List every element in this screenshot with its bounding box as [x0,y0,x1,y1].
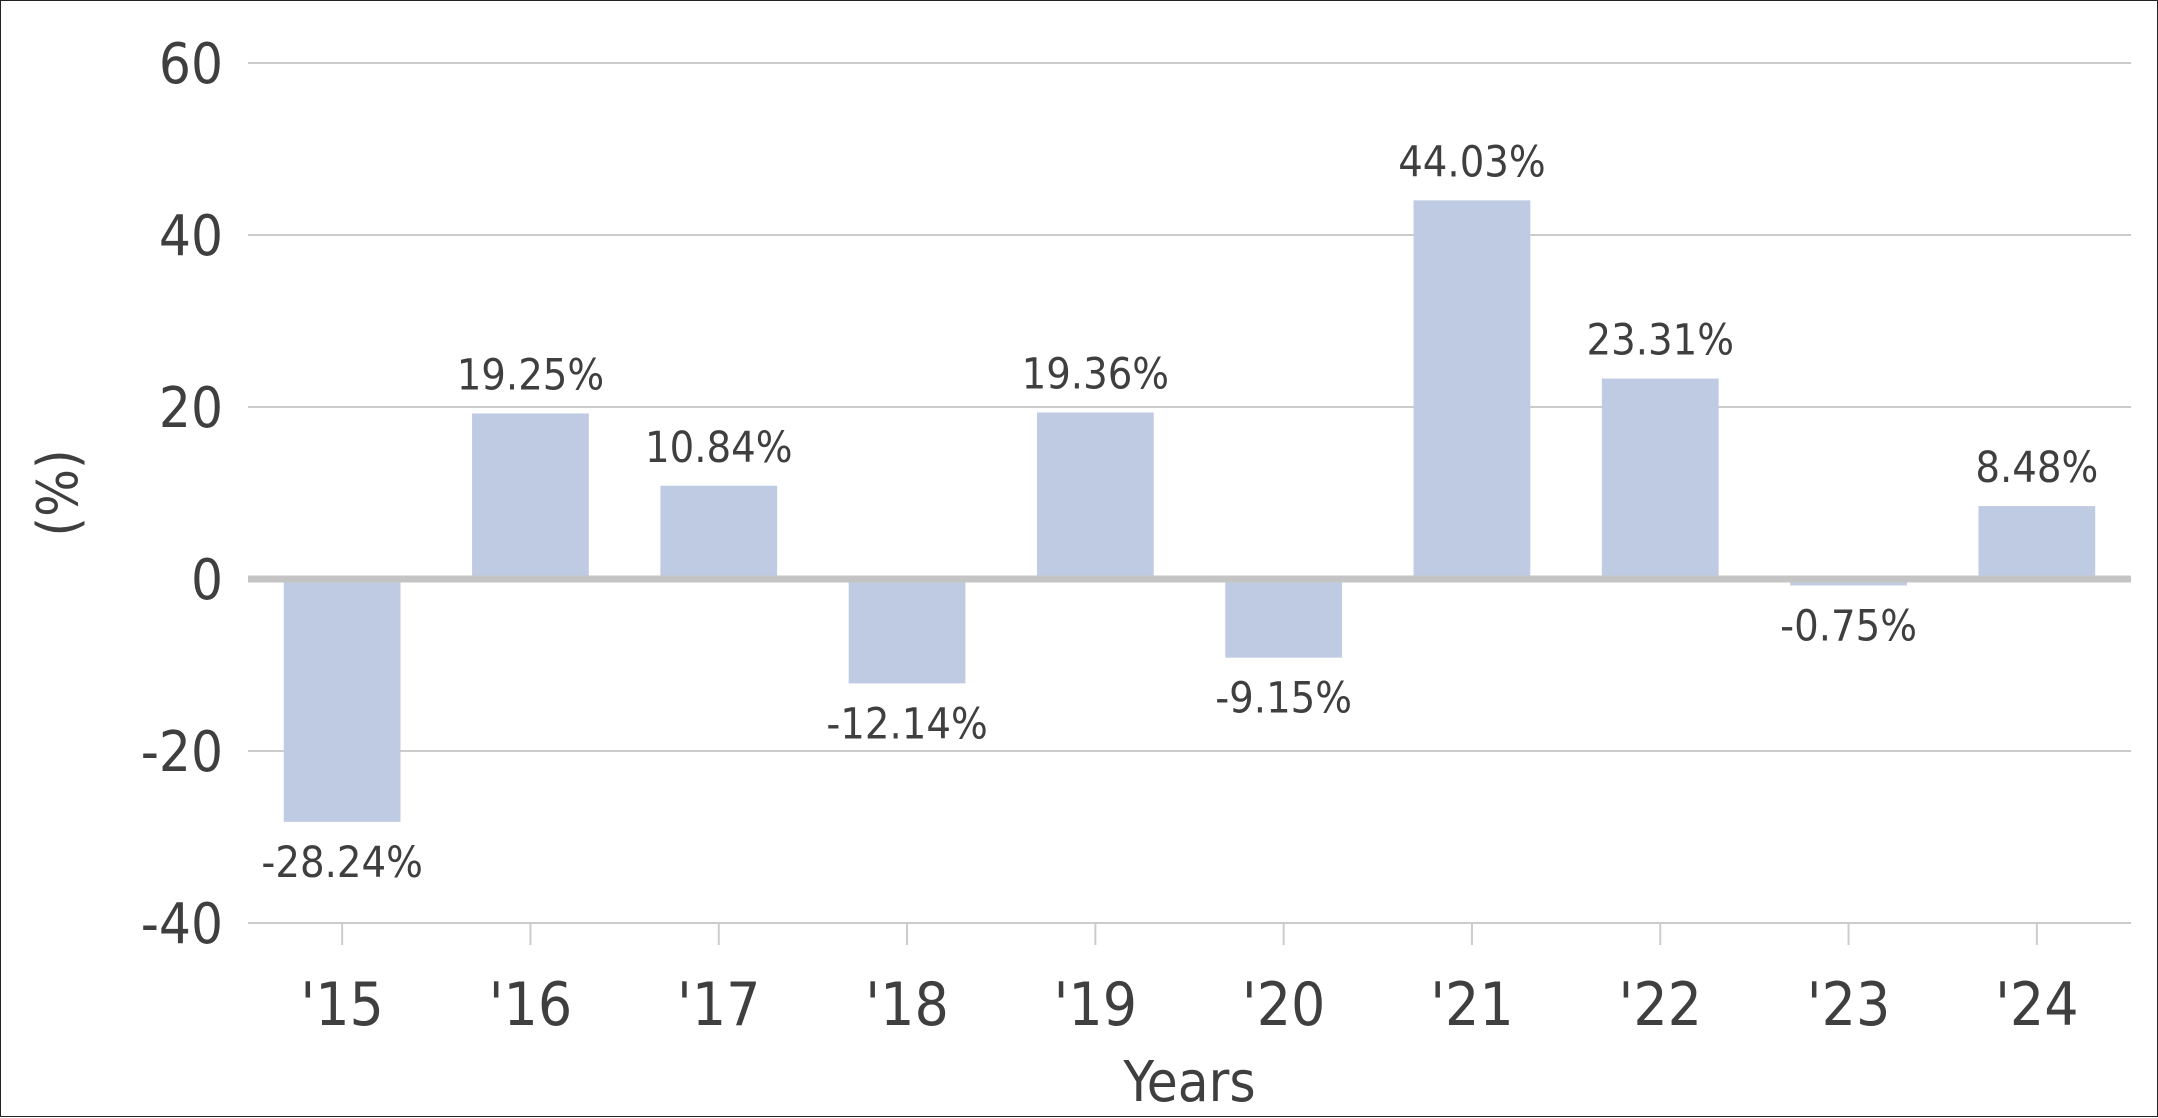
y-tick-label: -20 [141,720,223,785]
bar [848,579,966,684]
data-labels: -28.24% 19.25% 10.84% -12.14% 19.36% -9.15% 44… [261,137,2098,888]
y-tick-label: 20 [159,376,223,441]
bar [660,485,778,579]
x-tick-label: '19 [1054,970,1138,1040]
bars [283,200,2096,822]
x-tick-label: '20 [1242,970,1326,1040]
data-label: 19.25% [457,350,604,400]
data-label: -12.14% [826,699,987,749]
y-axis-title: (%) [26,449,91,536]
bar [1601,378,1719,579]
x-tick-marks [341,923,2038,945]
y-tick-label: 60 [159,32,223,97]
y-tick-label: 40 [159,204,223,269]
y-tick-label: -40 [141,892,223,957]
data-label: 44.03% [1398,137,1545,187]
x-tick-label: '16 [489,970,573,1040]
bar [1036,412,1154,579]
x-tick-label: '18 [865,970,949,1040]
y-tick-label: 0 [191,548,223,613]
bar [1225,579,1343,658]
x-tick-labels: '15 '16 '17 '18 '19 '20 '21 '22 '23 '24 [300,970,2078,1040]
data-label: -0.75% [1780,601,1917,651]
x-tick-label: '22 [1619,970,1703,1040]
x-tick-label: '24 [1995,970,2079,1040]
data-label: 23.31% [1587,316,1734,366]
x-tick-label: '21 [1430,970,1514,1040]
data-label: 8.48% [1975,443,2098,493]
x-tick-label: '17 [677,970,761,1040]
bar [1978,506,2096,579]
data-label: -28.24% [261,838,422,888]
x-axis-title: Years [1122,1050,1255,1115]
gridlines [248,62,2131,924]
y-tick-labels: 60 40 20 0 -20 -40 [141,32,223,957]
x-tick-label: '15 [300,970,384,1040]
data-label: 10.84% [645,423,792,473]
data-label: 19.36% [1022,350,1169,400]
bar [472,413,589,579]
bar [283,579,401,822]
bar [1413,200,1531,580]
data-label: -9.15% [1215,674,1352,724]
x-tick-label: '23 [1807,970,1891,1040]
